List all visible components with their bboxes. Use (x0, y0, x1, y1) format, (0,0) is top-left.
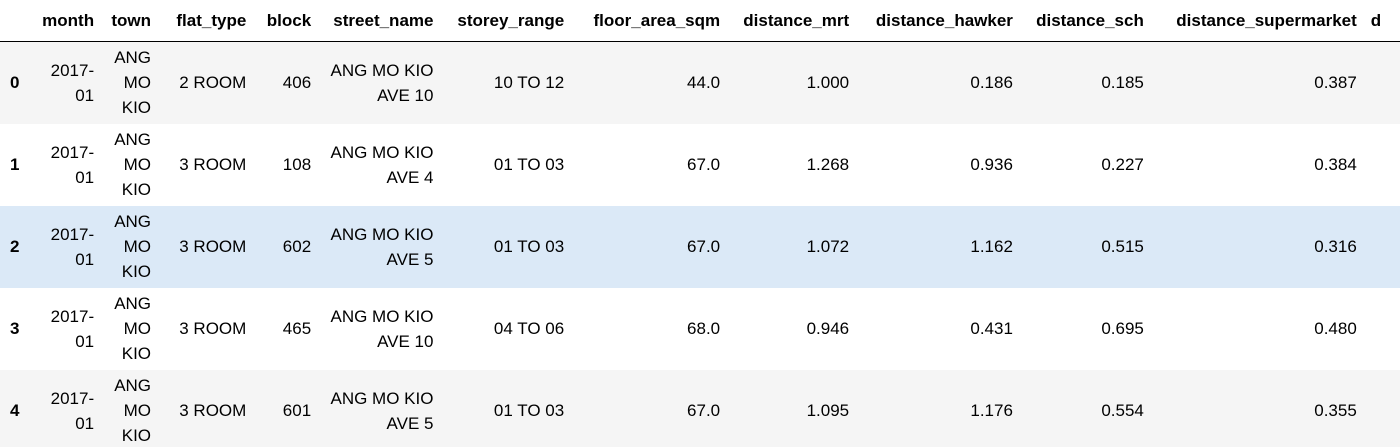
table-row[interactable]: 1 2017-01 ANG MO KIO 3 ROOM 108 ANG MO K… (0, 123, 1400, 206)
column-header-distance-supermarket: distance_supermarket (1150, 0, 1364, 42)
cell-distance-hawker: 0.431 (970, 319, 1013, 338)
cell-block: 602 (282, 237, 312, 256)
cell-block: 406 (282, 73, 312, 93)
cell-month: 2017-01 (50, 60, 95, 105)
cell-month: 2017-01 (50, 142, 95, 187)
cell-floor-area-sqm: 68.0 (687, 319, 721, 338)
cell-distance-sch: 0.227 (1101, 155, 1144, 174)
cell-block: 108 (282, 155, 312, 174)
table-row[interactable]: 4 2017-01 ANG MO KIO 3 ROOM 601 ANG MO K… (0, 369, 1400, 447)
column-header-distance-sch: distance_sch (1019, 0, 1151, 42)
cell-block: 601 (282, 401, 312, 420)
row-index: 1 (10, 155, 20, 174)
cell-street-name: ANG MO KIO AVE 10 (330, 306, 434, 351)
column-header-street-name: street_name (318, 0, 441, 42)
cell-floor-area-sqm: 44.0 (687, 73, 721, 93)
cell-distance-hawker: 0.186 (970, 73, 1013, 93)
cell-town: ANG MO KIO (114, 376, 152, 445)
table-row[interactable]: 3 2017-01 ANG MO KIO 3 ROOM 465 ANG MO K… (0, 287, 1400, 370)
row-index: 4 (10, 401, 20, 420)
column-header-block: block (253, 0, 319, 42)
cell-distance-mrt: 1.072 (806, 237, 850, 256)
column-header-flat-type: flat_type (158, 0, 254, 42)
cell-storey-range: 01 TO 03 (493, 401, 565, 420)
cell-truncated (1364, 288, 1400, 370)
column-header-floor-area-sqm: floor_area_sqm (571, 0, 728, 42)
cell-truncated (1364, 370, 1400, 447)
cell-town: ANG MO KIO (114, 48, 152, 118)
cell-month: 2017-01 (50, 388, 95, 433)
cell-distance-mrt: 0.946 (806, 319, 850, 338)
column-header-distance-mrt: distance_mrt (727, 0, 857, 42)
cell-distance-sch: 0.185 (1101, 73, 1144, 93)
cell-truncated (1364, 206, 1400, 288)
row-index: 0 (10, 73, 20, 93)
cell-distance-supermarket: 0.387 (1314, 73, 1357, 93)
cell-distance-mrt: 1.000 (806, 73, 850, 93)
cell-town: ANG MO KIO (114, 130, 152, 199)
cell-distance-supermarket: 0.384 (1314, 155, 1357, 174)
table-row-hovered[interactable]: 2 2017-01 ANG MO KIO 3 ROOM 602 ANG MO K… (0, 205, 1400, 288)
cell-flat-type: 3 ROOM (179, 401, 247, 420)
cell-flat-type: 3 ROOM (179, 155, 247, 174)
cell-flat-type: 2 ROOM (179, 73, 247, 93)
cell-storey-range: 10 TO 12 (493, 73, 565, 93)
cell-floor-area-sqm: 67.0 (687, 237, 721, 256)
cell-distance-mrt: 1.268 (806, 155, 850, 174)
cell-town: ANG MO KIO (114, 294, 152, 363)
cell-flat-type: 3 ROOM (179, 319, 247, 338)
cell-month: 2017-01 (50, 224, 95, 269)
row-index: 2 (10, 237, 20, 256)
row-index: 3 (10, 319, 20, 338)
cell-truncated (1364, 42, 1400, 124)
cell-floor-area-sqm: 67.0 (687, 155, 721, 174)
cell-distance-mrt: 1.095 (806, 401, 850, 420)
cell-distance-sch: 0.695 (1101, 319, 1144, 338)
cell-distance-hawker: 0.936 (970, 155, 1013, 174)
cell-street-name: ANG MO KIO AVE 5 (330, 224, 434, 269)
cell-town: ANG MO KIO (114, 212, 152, 281)
table-header-row: month town flat_type block street_name s… (0, 0, 1400, 42)
column-header-distance-hawker: distance_hawker (856, 0, 1020, 42)
cell-distance-supermarket: 0.316 (1314, 237, 1357, 256)
table-row[interactable]: 0 2017-01 ANG MO KIO 2 ROOM 406 ANG MO K… (0, 41, 1400, 124)
cell-block: 465 (282, 319, 312, 338)
cell-storey-range: 01 TO 03 (493, 237, 565, 256)
cell-distance-sch: 0.515 (1101, 237, 1144, 256)
cell-distance-supermarket: 0.480 (1314, 319, 1357, 338)
cell-storey-range: 01 TO 03 (493, 155, 565, 174)
column-header-truncated: d (1363, 0, 1400, 42)
cell-flat-type: 3 ROOM (179, 237, 247, 256)
cell-street-name: ANG MO KIO AVE 10 (330, 60, 434, 105)
cell-distance-sch: 0.554 (1101, 401, 1144, 420)
index-header (0, 0, 31, 42)
cell-distance-hawker: 1.176 (970, 401, 1013, 420)
cell-storey-range: 04 TO 06 (493, 319, 565, 338)
cell-floor-area-sqm: 67.0 (687, 401, 721, 420)
cell-month: 2017-01 (50, 306, 95, 351)
column-header-storey-range: storey_range (440, 0, 572, 42)
cell-distance-hawker: 1.162 (970, 237, 1013, 256)
cell-truncated (1364, 124, 1400, 206)
column-header-month: month (30, 0, 102, 42)
column-header-town: town (101, 0, 159, 42)
cell-street-name: ANG MO KIO AVE 5 (330, 388, 434, 433)
cell-distance-supermarket: 0.355 (1314, 401, 1357, 420)
cell-street-name: ANG MO KIO AVE 4 (330, 142, 434, 187)
